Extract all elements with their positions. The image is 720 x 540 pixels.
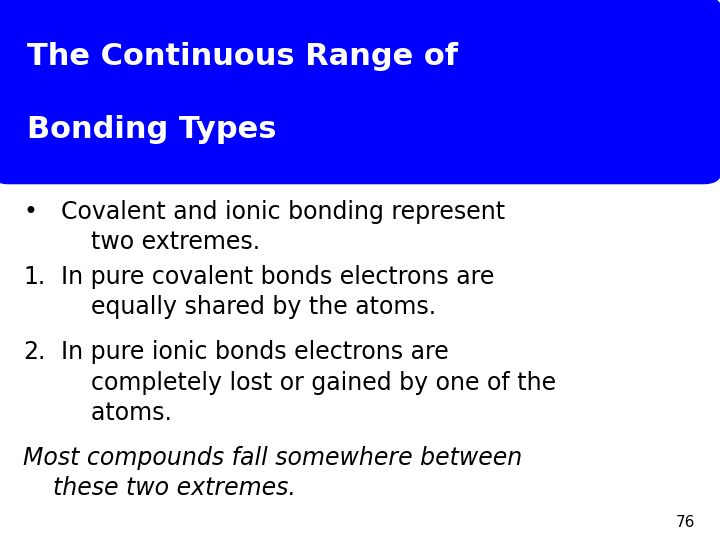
Text: 76: 76 — [675, 515, 695, 530]
Text: Most compounds fall somewhere between
    these two extremes.: Most compounds fall somewhere between th… — [23, 446, 522, 500]
Text: Bonding Types: Bonding Types — [27, 115, 277, 144]
Text: The Continuous Range of: The Continuous Range of — [27, 42, 459, 71]
Text: •: • — [23, 200, 37, 224]
Text: In pure covalent bonds electrons are
    equally shared by the atoms.: In pure covalent bonds electrons are equ… — [61, 265, 495, 319]
Text: 2.: 2. — [23, 340, 45, 364]
Text: Covalent and ionic bonding represent
    two extremes.: Covalent and ionic bonding represent two… — [61, 200, 505, 254]
Text: In pure ionic bonds electrons are
    completely lost or gained by one of the
  : In pure ionic bonds electrons are comple… — [61, 340, 557, 426]
FancyBboxPatch shape — [0, 0, 720, 184]
Text: 1.: 1. — [23, 265, 45, 288]
